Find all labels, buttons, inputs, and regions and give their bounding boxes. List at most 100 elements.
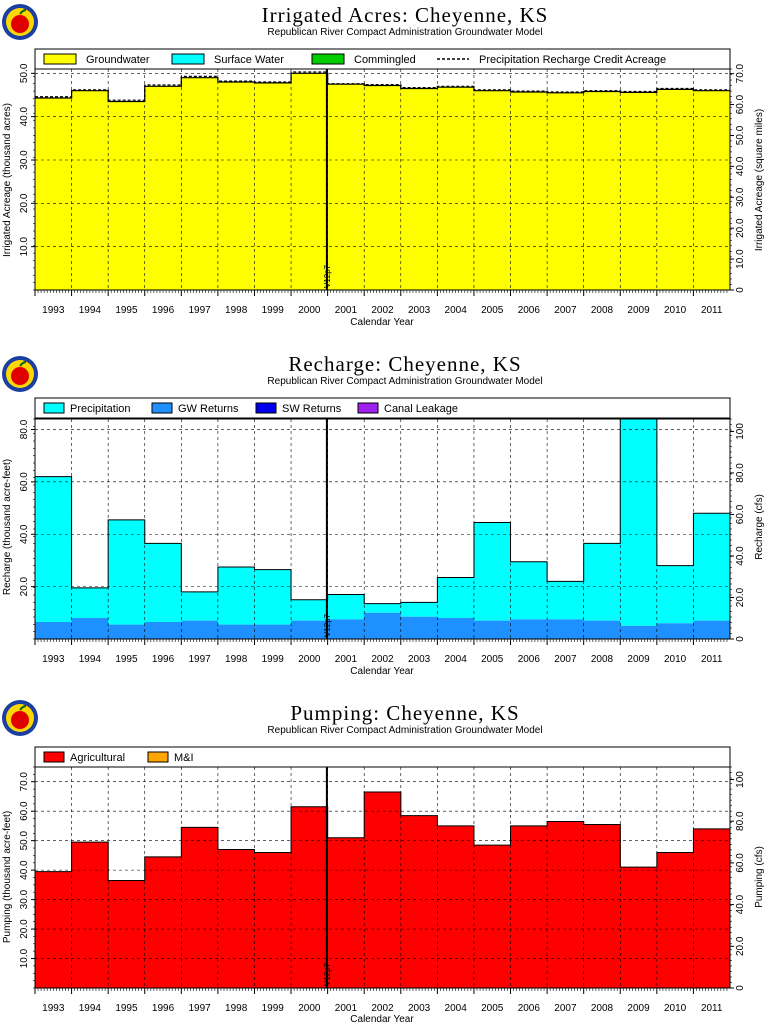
legend-label-gw-returns: GW Returns [178,403,239,415]
legend-swatch-agricultural [43,751,65,763]
y-tick-label-right: 40.0 [735,894,746,914]
groundwater-bar [547,92,585,290]
chart-subtitle: Republican River Compact Administration … [267,725,542,736]
legend-label-canal-leakage: Canal Leakage [384,403,458,415]
model-version-label: V12p7 [323,264,332,288]
x-tick-label: 2011 [701,1003,723,1014]
groundwater-bar [327,84,365,291]
gw-returns-bar [437,618,475,639]
legend-label-precipitation: Precipitation [70,403,131,415]
gw-returns-bar [327,619,365,639]
y-axis-left: 20.0 40.0 60.0 80.0 [19,418,35,640]
y-tick-label: 10.0 [19,948,30,968]
y-axis-right: 0 20.0 40.0 60.0 80.0 100 [730,766,746,991]
y-tick-label: 40.0 [19,524,30,544]
legend-label-groundwater: Groundwater [86,54,150,66]
legend-swatch-commingled [311,53,345,65]
x-tick-label: 2001 [335,654,358,665]
y-tick-label-right: 40.0 [735,546,746,566]
x-axis-label: Calendar Year [350,317,414,328]
chart-title: Irrigated Acres: Cheyenne, KS [262,3,549,27]
x-tick-label: 1997 [188,654,211,665]
precipitation-bar [510,561,548,620]
agricultural-bar [437,825,475,988]
x-tick-label: 2000 [298,305,321,316]
y-axis-right: 0 20.0 40.0 60.0 80.0 100 [730,418,746,642]
precipitation-bar [35,476,73,622]
y-tick-label: 30.0 [19,150,30,170]
groundwater-bar [583,91,621,291]
precipitation-bar [400,602,438,617]
x-tick-label: 2004 [445,654,468,665]
x-axis: 1993 1994 1995 1996 1997 1998 1999 2000 2001 2002… [34,988,728,1014]
x-tick-label: 2003 [408,305,431,316]
y-tick-label: 30.0 [19,889,30,909]
x-tick-label: 2004 [445,305,468,316]
x-tick-label: 2002 [371,305,394,316]
y-tick-label-right: 80.0 [735,463,746,483]
agricultural-bar [656,852,694,988]
precipitation-bar [583,543,621,621]
y-axis-label-right: Recharge (cfs) [754,494,765,560]
precipitation-bar [71,587,109,619]
y-axis-label: Pumping (thousand acre-feet) [2,811,13,943]
precipitation-bar [327,594,365,620]
y-tick-label-right: 40.0 [735,156,746,176]
y-tick-label: 60.0 [19,801,30,821]
gw-returns-bar [510,619,548,639]
y-axis-label-right: Pumping (cfs) [754,846,765,908]
y-tick-label-right: 100 [735,423,746,440]
precipitation-bar [547,581,585,620]
gw-returns-bar [35,621,73,639]
groundwater-bar [144,86,182,290]
plot-area: V12p7 [34,418,731,640]
x-tick-label: 2006 [518,305,541,316]
x-tick-label: 2007 [554,654,577,665]
x-axis-label: Calendar Year [350,1014,414,1024]
precipitation-bar [217,566,255,625]
gw-returns-bar [364,612,402,639]
agricultural-bar [217,849,255,988]
legend-swatch-groundwater [43,53,77,65]
groundwater-bar [181,77,219,291]
x-tick-label: 2008 [591,654,614,665]
x-tick-label: 2009 [627,654,650,665]
gw-returns-bar [620,625,658,639]
precipitation-bar [108,519,146,625]
precipitation-bar [254,569,292,625]
x-tick-label: 2010 [664,654,687,665]
groundwater-bar [217,82,255,290]
x-tick-label: 2000 [298,1003,321,1014]
y-axis-left: 10.0 20.0 30.0 40.0 50.0 60.0 70.0 [19,766,35,989]
gw-returns-bar [254,624,292,639]
y-tick-label-right: 10.0 [735,249,746,269]
precipitation-bar [656,565,694,624]
x-tick-label: 2005 [481,305,504,316]
x-tick-label: 1995 [115,305,138,316]
agricultural-bar [400,815,438,988]
y-tick-label-right: 30.0 [735,187,746,207]
irrigated-acres-chart: Irrigated Acres: Cheyenne, KS Republican… [2,3,765,328]
y-tick-label: 50.0 [19,830,30,850]
y-tick-label-right: 50.0 [735,125,746,145]
legend-label-mi: M&I [174,752,194,764]
x-tick-label: 1998 [225,1003,248,1014]
x-tick-label: 1994 [79,305,102,316]
gw-returns-bar [217,624,255,639]
x-tick-label: 2009 [627,1003,650,1014]
x-tick-label: 2002 [371,654,394,665]
x-tick-label: 2003 [408,654,431,665]
x-tick-label: 1996 [152,1003,175,1014]
x-tick-label: 1995 [115,1003,138,1014]
y-tick-label-right: 0 [735,985,746,991]
gw-returns-bar [71,618,109,639]
chart-subtitle: Republican River Compact Administration … [267,376,542,387]
chart-title: Recharge: Cheyenne, KS [288,352,521,376]
precipitation-bar [473,522,512,621]
gw-returns-bar [181,620,219,639]
gw-returns-bar [547,619,585,639]
x-tick-label: 1994 [79,1003,102,1014]
logo [2,700,38,736]
agricultural-bar [364,792,402,988]
precipitation-bar [144,543,182,622]
